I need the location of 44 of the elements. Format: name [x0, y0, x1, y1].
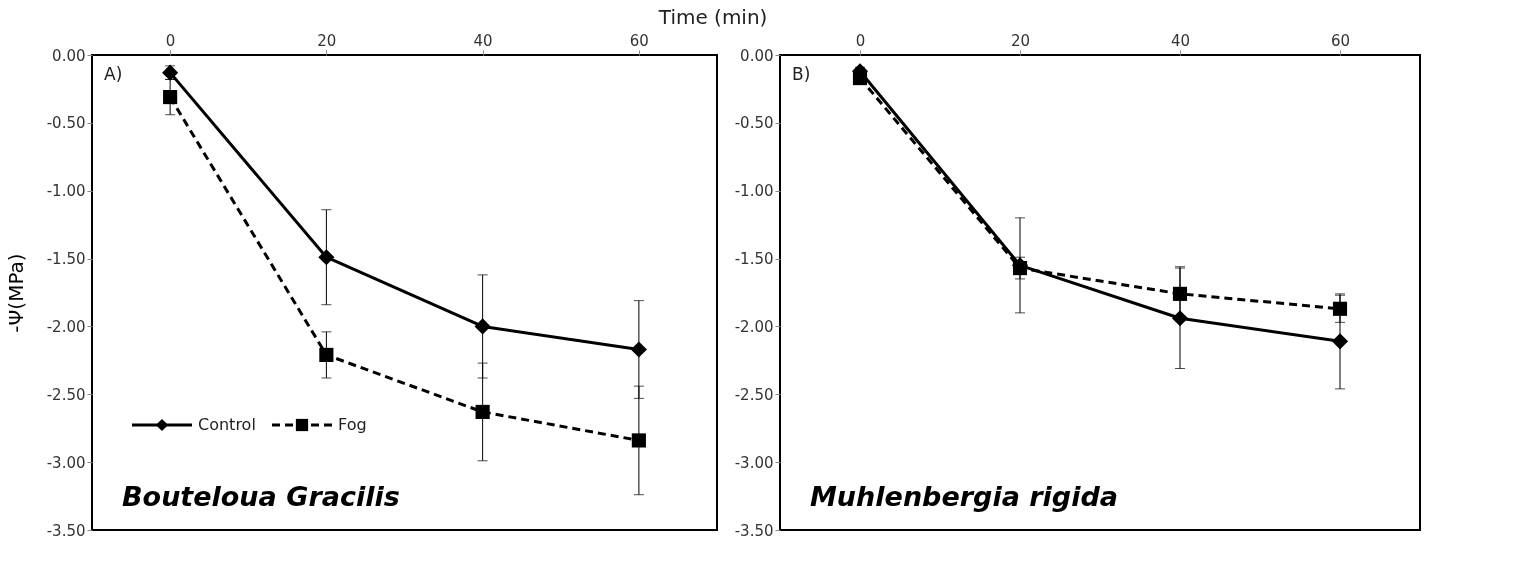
y-tick-label: -3.00 [46, 453, 86, 472]
point [852, 71, 868, 86]
point [630, 341, 647, 358]
y-tick-label: -2.50 [46, 385, 86, 404]
point [1331, 333, 1349, 350]
y-tick-label: -0.50 [46, 114, 86, 133]
point [318, 249, 335, 266]
x-tick-label: 40 [473, 31, 493, 50]
y-tick-label: -2.00 [46, 317, 86, 336]
y-tick-label: -1.50 [734, 250, 774, 269]
point [163, 90, 178, 105]
point [1172, 286, 1188, 301]
y-tick-label: 0.00 [52, 46, 86, 65]
point [474, 318, 491, 335]
y-tick-label: -1.50 [46, 250, 86, 269]
x-tick-label: 0 [855, 31, 866, 50]
y-tick-label: -2.00 [734, 317, 774, 336]
annotation: B) [792, 64, 811, 84]
legend-label: Control [198, 415, 256, 434]
x-tick-label: 0 [165, 31, 176, 50]
y-tick-label: 0.00 [740, 46, 774, 65]
annotation: Muhlenbergia rigida [810, 481, 1118, 512]
y-tick-label: -0.50 [734, 114, 774, 133]
x-tick-label: 40 [1170, 31, 1191, 50]
y-tick-label: -3.50 [734, 521, 774, 540]
x-axis-title: Time (min) [657, 5, 768, 29]
annotation: Bouteloua Gracilis [122, 481, 400, 512]
x-tick-label: 60 [1330, 31, 1351, 50]
y-axis-title: -Ψ(MPa) [3, 253, 28, 333]
y-tick-label: -2.50 [734, 385, 774, 404]
y-tick-label: -1.00 [46, 182, 86, 201]
point [475, 404, 490, 419]
annotation: A) [104, 64, 123, 84]
point [319, 347, 334, 362]
y-tick-label: -3.50 [46, 521, 86, 540]
x-tick-label: 20 [1010, 31, 1031, 50]
y-tick-label: -1.00 [734, 182, 774, 201]
legend-label: Fog [338, 415, 367, 434]
point [1012, 261, 1028, 276]
point [1332, 301, 1348, 316]
x-tick-label: 20 [317, 31, 337, 50]
y-tick-label: -3.00 [734, 453, 774, 472]
point [631, 433, 646, 448]
x-tick-label: 60 [629, 31, 649, 50]
